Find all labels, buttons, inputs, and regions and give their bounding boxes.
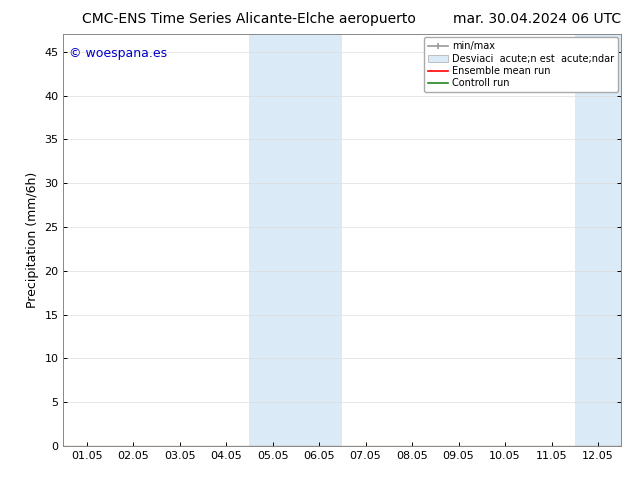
Y-axis label: Precipitation (mm/6h): Precipitation (mm/6h) — [26, 172, 39, 308]
Bar — [575, 34, 634, 446]
Text: mar. 30.04.2024 06 UTC: mar. 30.04.2024 06 UTC — [453, 12, 621, 26]
Text: CMC-ENS Time Series Alicante-Elche aeropuerto: CMC-ENS Time Series Alicante-Elche aerop… — [82, 12, 417, 26]
Legend: min/max, Desviaci  acute;n est  acute;ndar, Ensemble mean run, Controll run: min/max, Desviaci acute;n est acute;ndar… — [424, 37, 618, 92]
Bar — [249, 34, 342, 446]
Text: © woespana.es: © woespana.es — [69, 47, 167, 60]
